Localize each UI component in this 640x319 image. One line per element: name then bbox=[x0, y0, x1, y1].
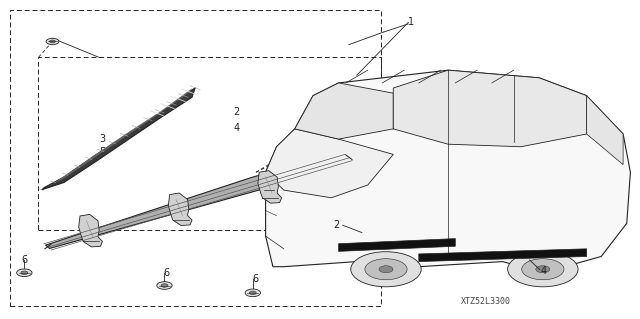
Text: 4: 4 bbox=[234, 122, 240, 133]
Circle shape bbox=[250, 291, 256, 294]
Circle shape bbox=[17, 269, 32, 277]
Circle shape bbox=[508, 252, 578, 287]
Text: 6: 6 bbox=[163, 268, 170, 278]
Text: 2: 2 bbox=[234, 107, 240, 117]
Polygon shape bbox=[266, 129, 393, 198]
Polygon shape bbox=[587, 96, 623, 165]
Text: XTZ52L3300: XTZ52L3300 bbox=[461, 297, 511, 306]
Text: 3: 3 bbox=[99, 134, 106, 144]
Circle shape bbox=[245, 289, 260, 297]
Circle shape bbox=[157, 282, 172, 289]
Circle shape bbox=[161, 284, 168, 287]
Circle shape bbox=[351, 252, 421, 287]
Text: 6: 6 bbox=[21, 255, 28, 265]
Circle shape bbox=[536, 266, 550, 273]
Circle shape bbox=[46, 38, 59, 45]
Text: 6: 6 bbox=[253, 274, 259, 284]
Polygon shape bbox=[79, 214, 102, 247]
Text: 2: 2 bbox=[333, 219, 339, 230]
Polygon shape bbox=[295, 83, 393, 139]
Polygon shape bbox=[42, 88, 195, 190]
Polygon shape bbox=[266, 70, 630, 272]
Circle shape bbox=[522, 259, 564, 280]
Polygon shape bbox=[419, 249, 587, 262]
Circle shape bbox=[379, 266, 393, 273]
Bar bbox=[10, 10, 381, 306]
Text: 4: 4 bbox=[541, 266, 547, 276]
Circle shape bbox=[21, 271, 28, 274]
Text: 5: 5 bbox=[99, 146, 106, 157]
Polygon shape bbox=[258, 171, 282, 203]
Circle shape bbox=[365, 259, 407, 280]
Polygon shape bbox=[45, 151, 354, 249]
Polygon shape bbox=[48, 88, 192, 187]
Text: 1: 1 bbox=[408, 17, 415, 27]
Bar bbox=[38, 57, 381, 230]
Polygon shape bbox=[393, 70, 587, 147]
Polygon shape bbox=[339, 239, 455, 251]
Circle shape bbox=[50, 40, 56, 43]
Polygon shape bbox=[168, 193, 192, 226]
